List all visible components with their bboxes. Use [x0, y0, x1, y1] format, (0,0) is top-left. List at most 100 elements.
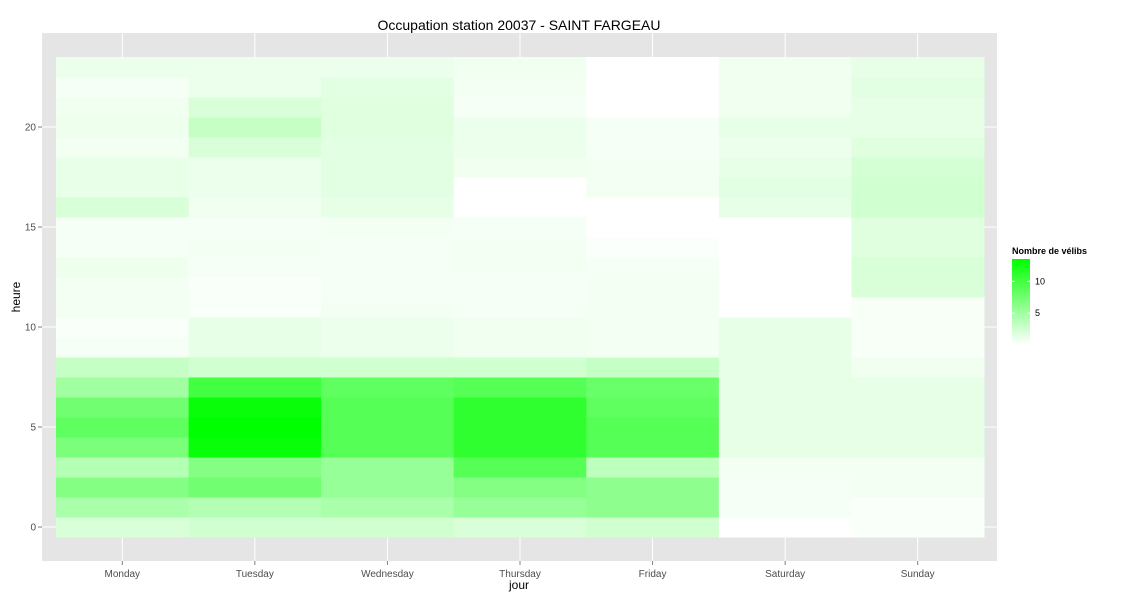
- heatmap-cell: [321, 337, 455, 358]
- legend-colorbar: [1012, 259, 1030, 345]
- heatmap-cell: [188, 517, 322, 538]
- heatmap-cell: [718, 277, 852, 298]
- heatmap-cell: [188, 137, 322, 158]
- heatmap-cell: [188, 237, 322, 258]
- heatmap-cell: [453, 97, 587, 118]
- heatmap-cell: [188, 377, 322, 398]
- heatmap-cell: [586, 457, 720, 478]
- heatmap-cell: [718, 77, 852, 98]
- heatmap-cell: [56, 217, 190, 238]
- heatmap-cell: [851, 417, 985, 438]
- heatmap-cell: [718, 137, 852, 158]
- heatmap-cell: [188, 117, 322, 138]
- heatmap-cell: [56, 397, 190, 418]
- heatmap-cell: [586, 517, 720, 538]
- heatmap-cell: [453, 297, 587, 318]
- heatmap-cell: [453, 357, 587, 378]
- heatmap-cell: [586, 57, 720, 78]
- heatmap-cell: [718, 257, 852, 278]
- heatmap-cell: [453, 277, 587, 298]
- heatmap-cell: [188, 217, 322, 238]
- y-tick-label: 20: [25, 123, 37, 134]
- heatmap-cell: [851, 97, 985, 118]
- heatmap-cell: [188, 197, 322, 218]
- heatmap-cell: [718, 437, 852, 458]
- y-axis-title: heure: [9, 281, 23, 312]
- heatmap-cell: [321, 97, 455, 118]
- heatmap-cell: [718, 477, 852, 498]
- heatmap-cell: [586, 377, 720, 398]
- x-tick-label: Saturday: [765, 569, 805, 580]
- heatmap-cell: [718, 157, 852, 178]
- heatmap-cell: [851, 197, 985, 218]
- heatmap-cell: [188, 317, 322, 338]
- legend-title: Nombre de vélibs: [1012, 246, 1087, 256]
- heatmap-cell: [188, 397, 322, 418]
- x-tick-label: Thursday: [499, 569, 541, 580]
- heatmap-cell: [321, 157, 455, 178]
- heatmap-cell: [188, 477, 322, 498]
- heatmap-cell: [586, 397, 720, 418]
- heatmap-cell: [56, 497, 190, 518]
- heatmap-cell: [586, 417, 720, 438]
- heatmap-cell: [718, 317, 852, 338]
- heatmap-cell: [718, 517, 852, 538]
- heatmap-cell: [56, 77, 190, 98]
- heatmap-cell: [453, 477, 587, 498]
- heatmap-cell: [718, 457, 852, 478]
- heatmap-cell: [321, 117, 455, 138]
- heatmap-cell: [586, 357, 720, 378]
- x-tick-label: Monday: [104, 569, 140, 580]
- heatmap-cell: [321, 457, 455, 478]
- heatmap-cell: [321, 217, 455, 238]
- heatmap-cell: [321, 177, 455, 198]
- heatmap-cell: [56, 257, 190, 278]
- heatmap-cell: [188, 437, 322, 458]
- heatmap-cell: [56, 237, 190, 258]
- heatmap-cell: [851, 377, 985, 398]
- heatmap-cell: [188, 297, 322, 318]
- heatmap-cell: [321, 277, 455, 298]
- heatmap-cell: [56, 357, 190, 378]
- heatmap-cell: [56, 477, 190, 498]
- heatmap-cell: [56, 157, 190, 178]
- heatmap-cell: [586, 177, 720, 198]
- legend-tick-label: 5: [1035, 308, 1040, 318]
- heatmap-cell: [188, 57, 322, 78]
- heatmap-cell: [851, 297, 985, 318]
- heatmap-cell: [718, 417, 852, 438]
- heatmap-cell: [453, 217, 587, 238]
- heatmap-cell: [56, 117, 190, 138]
- heatmap-cell: [851, 117, 985, 138]
- heatmap-cell: [453, 77, 587, 98]
- heatmap-cell: [851, 337, 985, 358]
- heatmap-cell: [851, 357, 985, 378]
- heatmap-cell: [56, 377, 190, 398]
- heatmap-cell: [851, 277, 985, 298]
- heatmap-cell: [718, 237, 852, 258]
- heatmap-cell: [56, 517, 190, 538]
- heatmap-cell: [718, 497, 852, 518]
- heatmap-cell: [851, 477, 985, 498]
- heatmap-cell: [188, 417, 322, 438]
- heatmap-cell: [56, 437, 190, 458]
- heatmap-cell: [188, 357, 322, 378]
- heatmap-cell: [453, 437, 587, 458]
- heatmap-cell: [56, 337, 190, 358]
- heatmap-cell: [453, 257, 587, 278]
- heatmap-cell: [453, 197, 587, 218]
- chart-title: Occupation station 20037 - SAINT FARGEAU: [378, 17, 661, 33]
- heatmap-cell: [718, 57, 852, 78]
- heatmap-cell: [586, 117, 720, 138]
- heatmap-cell: [718, 177, 852, 198]
- heatmap-cell: [586, 157, 720, 178]
- heatmap-cell: [851, 517, 985, 538]
- heatmap-cell: [321, 297, 455, 318]
- heatmap-cell: [586, 217, 720, 238]
- heatmap-cell: [851, 497, 985, 518]
- heatmap-cell: [188, 177, 322, 198]
- heatmap-cell: [851, 77, 985, 98]
- heatmap-cell: [56, 137, 190, 158]
- heatmap-cell: [56, 417, 190, 438]
- heatmap-cell: [851, 217, 985, 238]
